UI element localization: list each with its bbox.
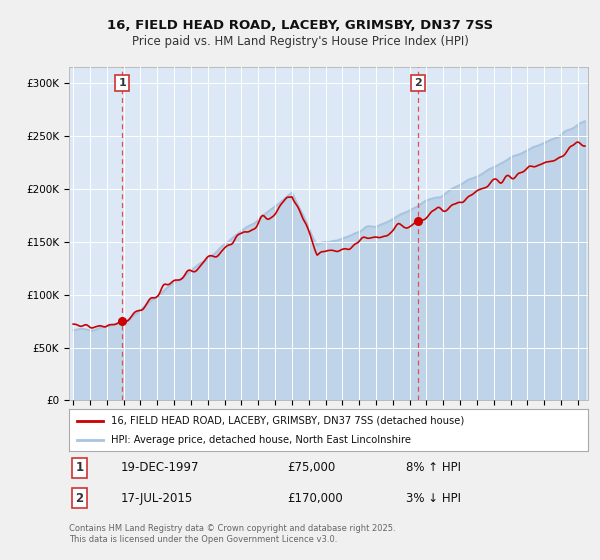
Text: HPI: Average price, detached house, North East Lincolnshire: HPI: Average price, detached house, Nort… [110, 435, 410, 445]
Text: £170,000: £170,000 [287, 492, 343, 505]
Text: 8% ↑ HPI: 8% ↑ HPI [406, 461, 461, 474]
Text: 19-DEC-1997: 19-DEC-1997 [121, 461, 199, 474]
Text: 16, FIELD HEAD ROAD, LACEBY, GRIMSBY, DN37 7SS: 16, FIELD HEAD ROAD, LACEBY, GRIMSBY, DN… [107, 18, 493, 32]
Text: 1: 1 [76, 461, 83, 474]
Text: 17-JUL-2015: 17-JUL-2015 [121, 492, 193, 505]
Text: Contains HM Land Registry data © Crown copyright and database right 2025.
This d: Contains HM Land Registry data © Crown c… [69, 524, 395, 544]
Text: £75,000: £75,000 [287, 461, 335, 474]
Text: 3% ↓ HPI: 3% ↓ HPI [406, 492, 461, 505]
Text: 2: 2 [76, 492, 83, 505]
Text: Price paid vs. HM Land Registry's House Price Index (HPI): Price paid vs. HM Land Registry's House … [131, 35, 469, 49]
Text: 1: 1 [118, 78, 126, 88]
Text: 2: 2 [414, 78, 422, 88]
Text: 16, FIELD HEAD ROAD, LACEBY, GRIMSBY, DN37 7SS (detached house): 16, FIELD HEAD ROAD, LACEBY, GRIMSBY, DN… [110, 416, 464, 426]
